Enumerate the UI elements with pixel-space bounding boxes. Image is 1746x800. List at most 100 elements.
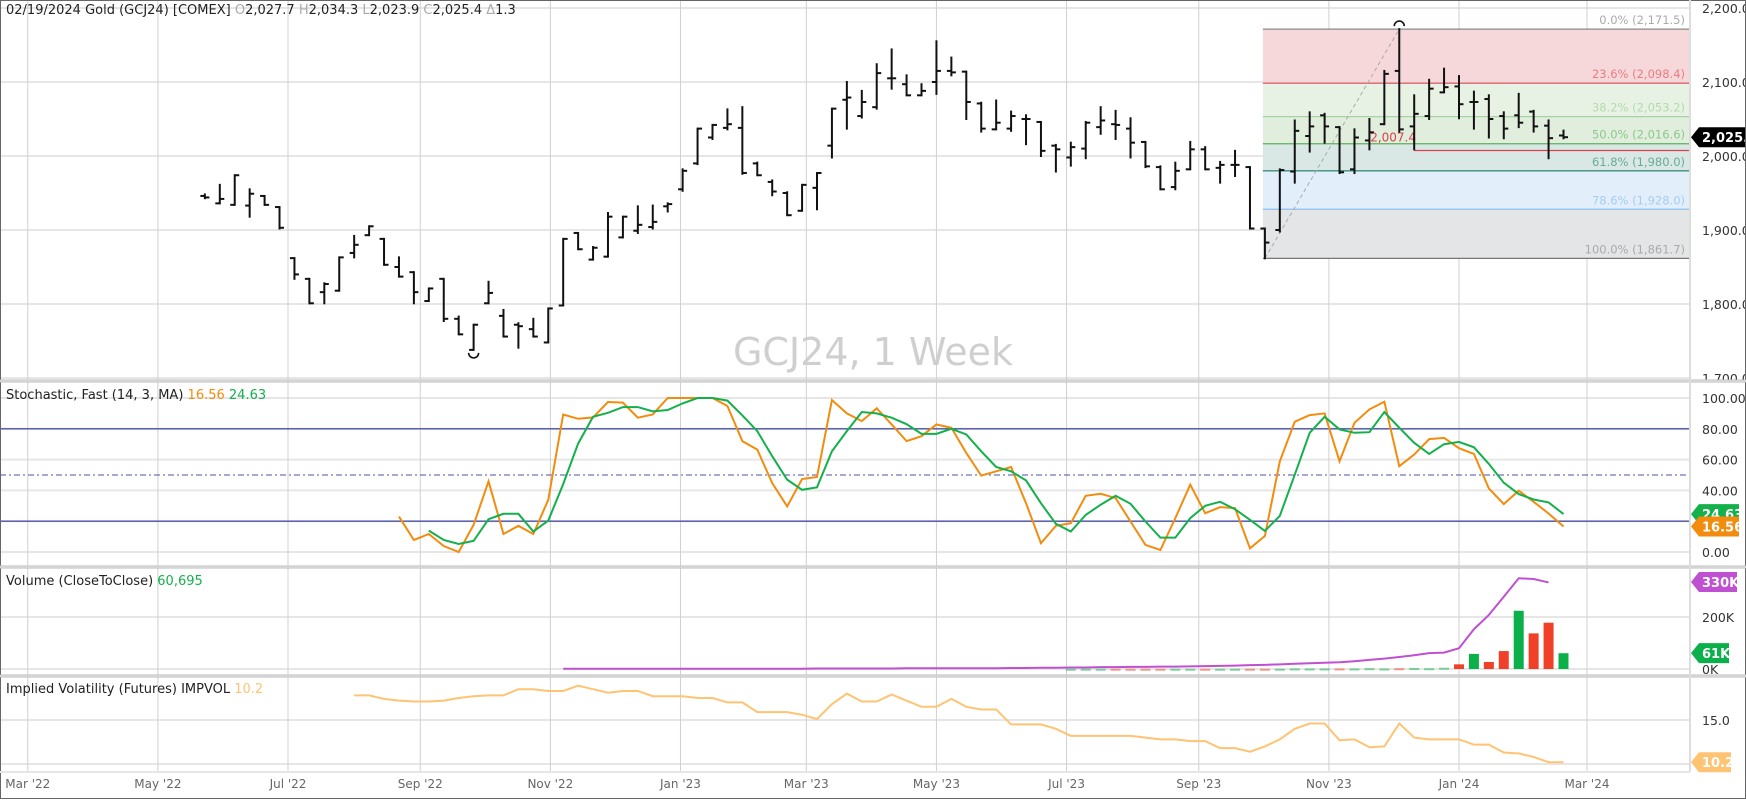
price-bar xyxy=(633,205,643,234)
right-value-axis[interactable]: 2,200.0 2,100.0 2,000.0 1,900.0 1,800.0 1,700… xyxy=(1691,1,1746,773)
fib-level-label: 78.6% (1,928.0) xyxy=(1592,193,1685,207)
price-bar xyxy=(976,101,986,133)
volume-bar xyxy=(1080,668,1091,671)
x-tick-label: Nov '22 xyxy=(527,777,573,791)
price-bar xyxy=(513,322,523,349)
volume-bar xyxy=(1439,667,1450,670)
price-pane[interactable]: 0.0% (2,171.5) 23.6% (2,098.4) 38.2% (2,05… xyxy=(200,13,1690,359)
price-bar xyxy=(961,70,971,120)
horizontal-line-label: 2,007.4 xyxy=(1370,131,1416,145)
open-interest-line xyxy=(563,577,1549,670)
price-bar xyxy=(663,202,673,213)
price-bar xyxy=(1081,120,1091,160)
volume-tag: 61K xyxy=(1691,643,1731,664)
price-bar xyxy=(902,74,912,97)
volume-title: Volume (CloseToClose) 60,695 xyxy=(6,574,203,589)
price-bar xyxy=(1439,67,1449,94)
price-bar xyxy=(319,282,329,305)
volume-bar xyxy=(1319,668,1330,671)
stochastic-name: Stochastic, Fast (14, 3, MA) xyxy=(6,388,184,403)
price-bar xyxy=(722,108,732,131)
price-bar xyxy=(1454,75,1464,120)
volume-pane[interactable] xyxy=(563,577,1569,671)
price-tick-label: 2,000.0 xyxy=(1702,149,1746,164)
x-tick-label: Jan '24 xyxy=(1438,777,1480,791)
volume-tag-text: 61K xyxy=(1702,647,1731,662)
price-bar xyxy=(394,256,404,278)
volume-bar xyxy=(1125,668,1136,671)
open-value: 2,027.7 xyxy=(245,3,295,18)
volume-tag-shape xyxy=(1691,643,1729,664)
fib-zone xyxy=(1262,83,1690,117)
price-bar xyxy=(1051,143,1061,173)
price-bar xyxy=(797,183,807,212)
price-bar xyxy=(1424,78,1434,120)
price-bar xyxy=(1111,109,1121,140)
price-bar xyxy=(304,277,314,305)
price-bar xyxy=(1275,168,1285,233)
iv-title: Implied Volatility (Futures) IMPVOL 10.2 xyxy=(6,682,263,697)
iv-tag: 10.2 xyxy=(1691,752,1734,773)
volume-bar xyxy=(1230,668,1241,671)
volume-bar xyxy=(1379,668,1390,671)
iv-tick-label: 15.0 xyxy=(1702,713,1730,728)
volume-name: Volume (CloseToClose) xyxy=(6,574,154,589)
last-price-tag-shape xyxy=(1691,127,1746,148)
x-tick-label: May '22 xyxy=(134,777,181,791)
price-bar xyxy=(1514,92,1524,129)
price-bar xyxy=(887,48,897,90)
stochastic-tick-label: 0.00 xyxy=(1702,545,1730,560)
price-bar xyxy=(1245,166,1255,230)
price-bar xyxy=(424,287,434,303)
x-tick-label: Nov '23 xyxy=(1306,777,1352,791)
price-bar xyxy=(484,280,494,305)
price-tick-label: 1,900.0 xyxy=(1702,223,1746,238)
price-bar xyxy=(1499,111,1509,140)
x-tick-label: May '23 xyxy=(913,777,960,791)
price-bar xyxy=(349,234,359,259)
time-axis[interactable]: Mar '22 May '22 Jul '22 Sep '22 Nov '22 Jan '… xyxy=(5,777,1609,791)
price-bar xyxy=(872,63,882,110)
volume-bar xyxy=(1498,651,1509,669)
iv-name: Implied Volatility (Futures) IMPVOL xyxy=(6,682,231,697)
price-bar xyxy=(1021,114,1031,146)
price-bar xyxy=(454,315,464,336)
volume-bar xyxy=(1394,668,1405,671)
price-tick-label: 1,800.0 xyxy=(1702,297,1746,312)
implied-volatility-pane[interactable] xyxy=(354,684,1564,764)
low-label: L xyxy=(362,3,370,18)
volume-bar xyxy=(1155,668,1166,671)
price-bar xyxy=(215,183,225,205)
price-tick-label: 1,700.0 xyxy=(1702,371,1746,386)
price-tick-label: 2,100.0 xyxy=(1702,75,1746,90)
open-interest-tag-shape xyxy=(1691,572,1737,592)
price-bar xyxy=(707,123,717,140)
volume-bar xyxy=(1215,668,1226,671)
price-bar xyxy=(946,56,956,77)
stochastic-tick-label: 40.00 xyxy=(1702,483,1738,498)
volume-bar xyxy=(1304,668,1315,671)
x-tick-label: Jan '23 xyxy=(659,777,701,791)
price-bar xyxy=(678,168,688,192)
stochastic-pane[interactable] xyxy=(0,397,1690,554)
price-bar xyxy=(1529,109,1539,133)
high-marker-icon xyxy=(1393,20,1406,27)
price-bar xyxy=(1484,94,1494,139)
price-bar xyxy=(782,191,792,217)
price-bar xyxy=(558,237,568,307)
price-bar xyxy=(439,277,449,323)
symbol-header: 02/19/2024 Gold (GCJ24) [COMEX] O2,027.7… xyxy=(6,3,516,18)
price-bar xyxy=(1305,111,1315,153)
low-value: 2,023.9 xyxy=(369,3,420,18)
price-bar xyxy=(1349,128,1359,175)
fib-zone xyxy=(1262,143,1690,171)
volume-bar xyxy=(1095,668,1106,671)
x-tick-label: Mar '24 xyxy=(1564,777,1609,791)
price-bar xyxy=(1185,140,1195,171)
iv-tag-text: 10.2 xyxy=(1702,756,1734,771)
volume-bar xyxy=(1364,668,1375,671)
price-bar xyxy=(1320,112,1330,144)
stochastic-k-tag-shape xyxy=(1691,516,1739,537)
